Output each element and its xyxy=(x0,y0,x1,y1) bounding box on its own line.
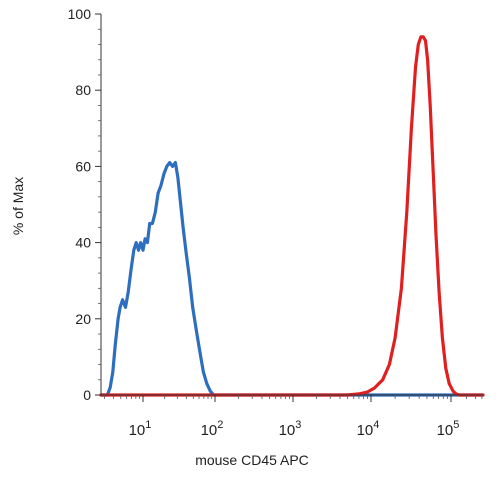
histogram-series-2 xyxy=(99,35,485,397)
axes: 0 20 40 60 80 100 101 102 103 104 105 xyxy=(68,6,483,439)
y-tick-label: 0 xyxy=(83,387,91,403)
x-tick-label: 102 xyxy=(201,419,224,439)
x-tick-label: 101 xyxy=(129,419,152,439)
y-axis-title: % of Max xyxy=(10,177,26,235)
y-tick-label: 60 xyxy=(75,158,91,174)
plot-area xyxy=(99,35,485,397)
y-tick-label: 100 xyxy=(68,6,92,22)
axis-labels: mouse CD45 APC % of Max xyxy=(10,177,309,468)
x-tick-label: 105 xyxy=(437,419,460,439)
x-axis-title: mouse CD45 APC xyxy=(195,452,309,468)
x-tick-label: 104 xyxy=(357,419,380,439)
histogram-series-1 xyxy=(99,161,485,397)
x-tick-label: 103 xyxy=(279,419,302,439)
y-tick-label: 20 xyxy=(75,311,91,327)
y-tick-label: 80 xyxy=(75,82,91,98)
y-tick-label: 40 xyxy=(75,235,91,251)
